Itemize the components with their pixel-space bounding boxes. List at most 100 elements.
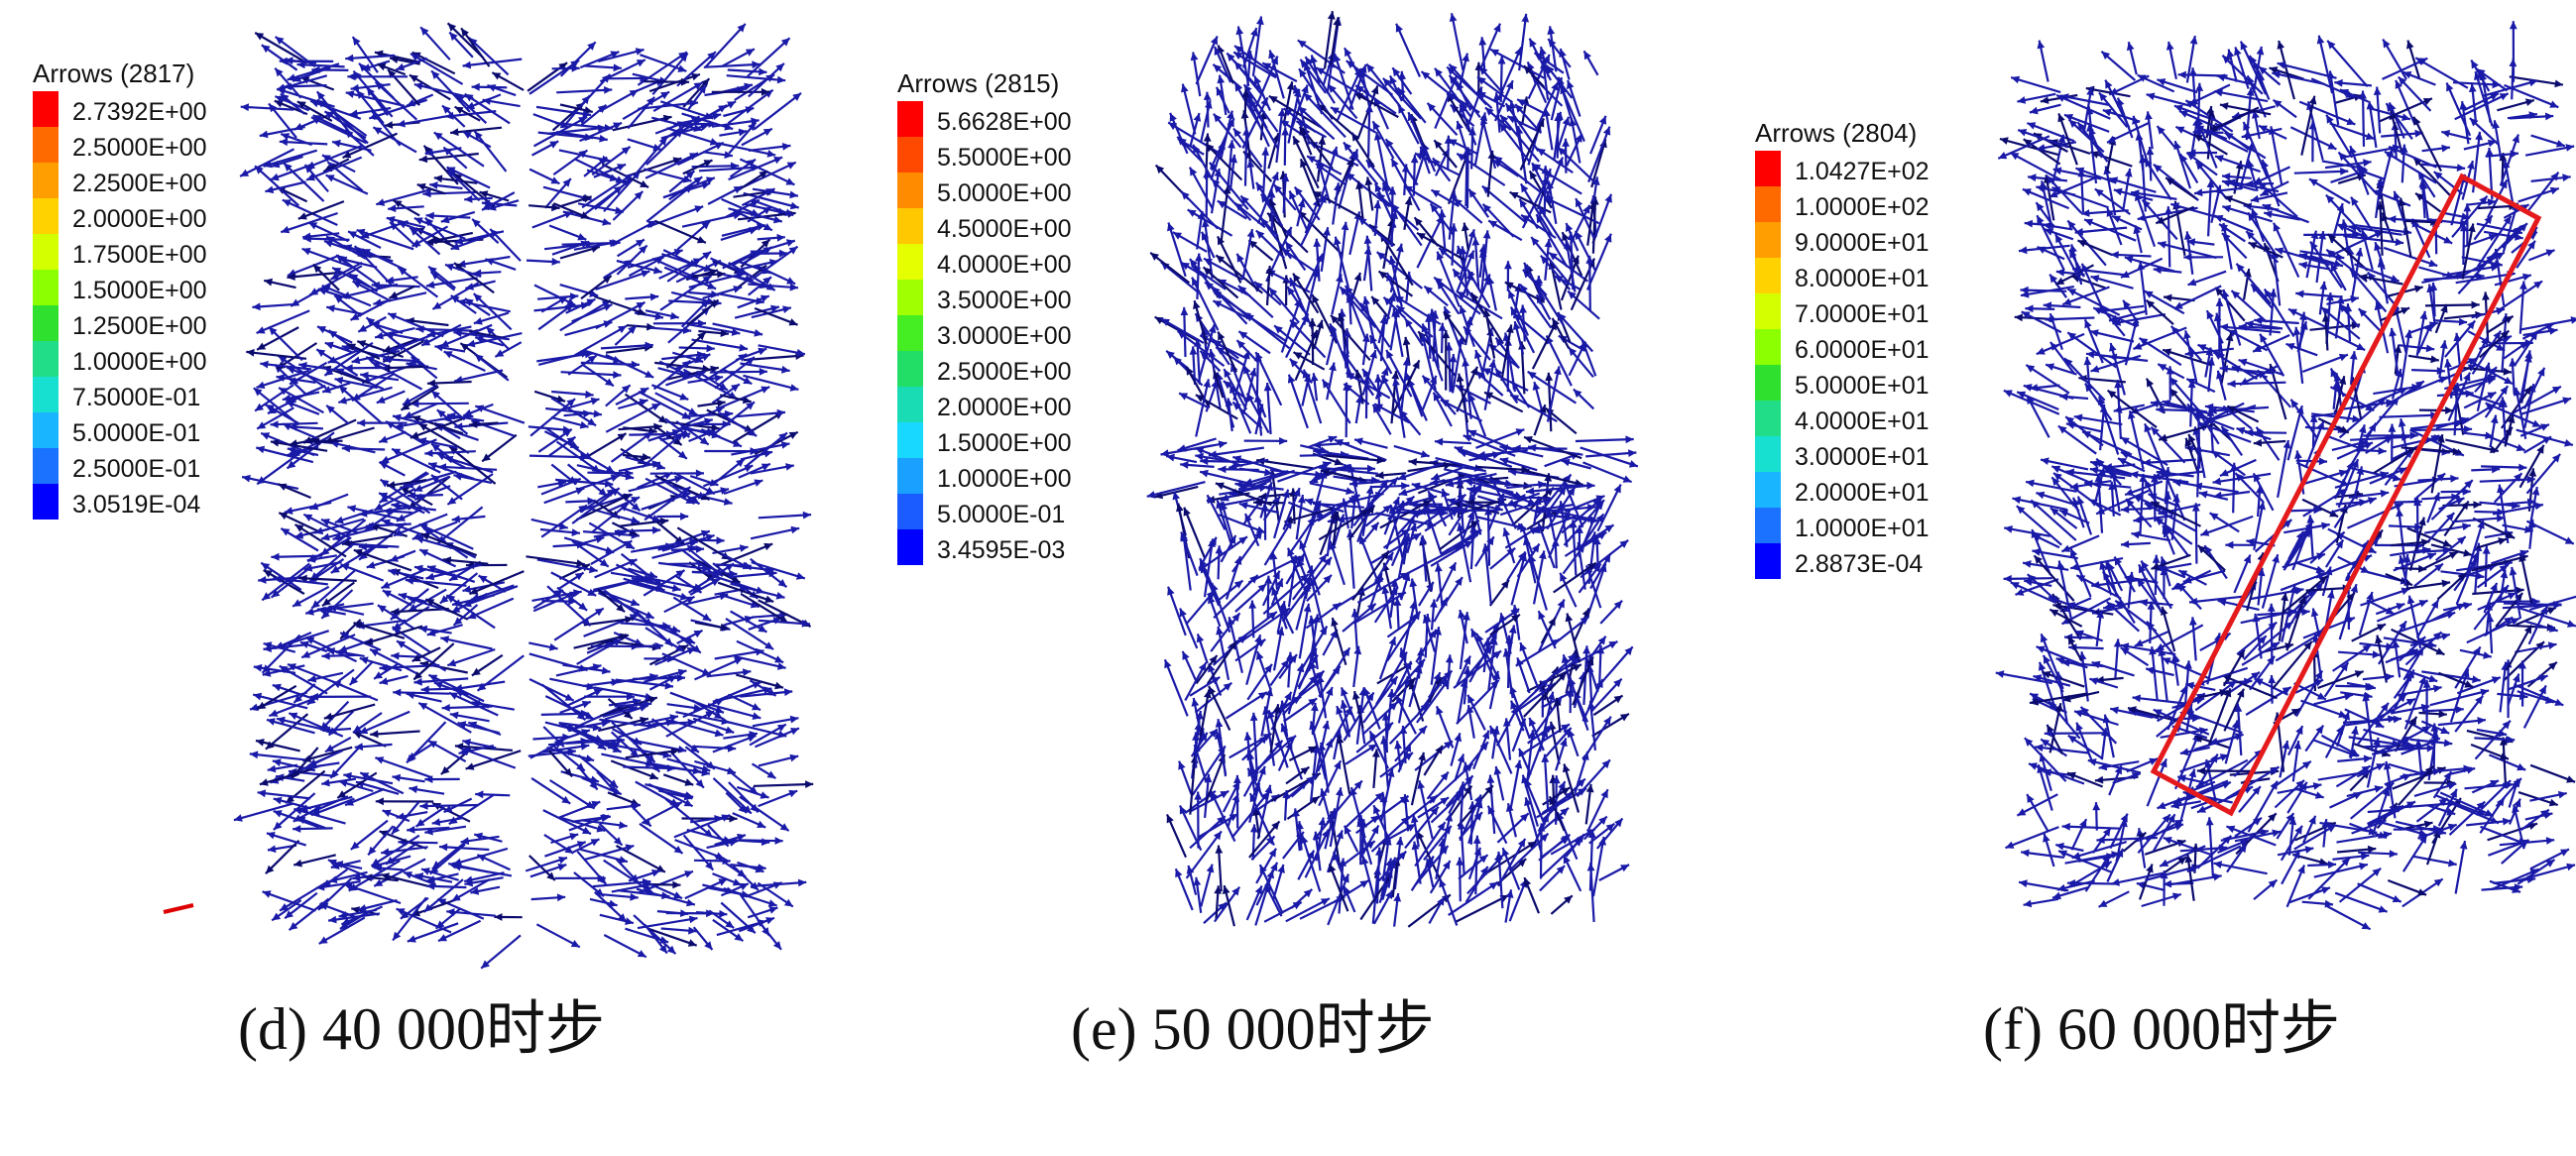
displacement-arrow (623, 765, 676, 770)
arrow-head (685, 596, 695, 604)
arrow-head (789, 201, 799, 210)
arrow-head (1453, 269, 1462, 279)
arrow-head (783, 688, 793, 697)
arrow-head (387, 481, 396, 489)
arrow-head (1581, 340, 1589, 350)
displacement-arrow (1330, 106, 1376, 134)
arrow-head (1198, 662, 1207, 672)
arrow-head (556, 893, 566, 902)
arrow-head (1300, 159, 1308, 169)
arrow-head (431, 818, 441, 826)
arrow-head (255, 403, 264, 411)
arrow-head (628, 705, 638, 713)
arrow-head (1485, 107, 1494, 116)
arrow-head (578, 116, 588, 125)
arrow-head (1540, 729, 1549, 739)
arrow-head (644, 884, 653, 893)
arrow-head (705, 176, 715, 184)
arrow-head (1268, 612, 1277, 620)
arrow-head (457, 298, 466, 307)
arrow-head (334, 516, 344, 524)
arrow-head (754, 479, 763, 487)
displacement-arrow (420, 532, 478, 557)
displacement-arrow (635, 780, 680, 807)
arrow-head (705, 487, 715, 495)
displacement-arrow (1587, 126, 1611, 183)
arrow-head (1391, 308, 1399, 317)
displacement-arrow (1333, 53, 1354, 111)
arrow-head (724, 123, 734, 131)
arrow-head (1167, 586, 1175, 596)
arrow-head (1466, 511, 1475, 520)
arrow-head (744, 82, 753, 91)
arrow-head (1585, 783, 1594, 793)
displacement-arrow (743, 354, 804, 362)
arrow-head (422, 189, 431, 198)
arrow-head (1482, 203, 1491, 213)
displacement-arrow (543, 242, 594, 251)
displacement-arrow (452, 847, 509, 866)
arrow-head (622, 178, 632, 187)
displacement-arrow (691, 338, 749, 351)
arrow-head (766, 150, 776, 158)
displacement-arrow (1237, 469, 1295, 491)
arrow-head (1628, 460, 1638, 468)
displacement-arrow (249, 752, 305, 761)
arrow-head (262, 664, 271, 673)
arrow-head (631, 497, 641, 505)
arrow-head (789, 283, 798, 291)
legend-entry: 2.0000E+00 (897, 387, 1072, 422)
arrow-head (1370, 85, 1379, 95)
arrow-head (286, 795, 294, 804)
arrow-head (625, 917, 634, 925)
arrow-head (1538, 480, 1547, 489)
displacement-arrow (323, 426, 375, 444)
displacement-arrow (1547, 372, 1553, 432)
arrow-head (759, 368, 767, 376)
arrow-head (707, 282, 717, 289)
arrow-head (675, 643, 685, 652)
displacement-arrow (1465, 147, 1469, 209)
displacement-arrow (1486, 507, 1491, 566)
displacement-arrow (430, 69, 471, 113)
arrow-head (1246, 393, 1255, 403)
arrow-head (743, 561, 752, 570)
arrow-head (1213, 113, 1222, 123)
arrow-head (310, 808, 320, 816)
arrow-head (752, 712, 761, 720)
arrow-head (1365, 104, 1373, 113)
arrow-head (682, 174, 692, 183)
arrow-head (270, 438, 280, 447)
arrow-head (1269, 551, 1278, 560)
displacement-arrow (618, 519, 669, 527)
arrow-head (1613, 695, 1623, 704)
arrow-head (1436, 706, 1444, 716)
displacement-arrow (1448, 190, 1456, 240)
arrow-head (1572, 255, 1580, 265)
arrow-head (350, 841, 360, 850)
arrow-head (569, 833, 579, 841)
arrow-head (805, 780, 814, 788)
arrow-head (279, 138, 289, 147)
arrow-head (604, 86, 613, 94)
arrow-head (359, 656, 369, 664)
displacement-arrow (581, 184, 624, 217)
arrow-head (576, 841, 586, 849)
arrow-head (612, 356, 622, 364)
legend-label: 1.0000E+00 (72, 348, 207, 376)
arrow-head (414, 872, 424, 880)
arrow-head (1456, 121, 1464, 130)
displacement-arrow (1475, 428, 1525, 449)
displacement-arrow (277, 87, 335, 108)
displacement-arrow (1199, 689, 1211, 741)
arrow-head (266, 832, 276, 840)
arrow-head (1532, 382, 1541, 391)
displacement-arrow (673, 113, 722, 126)
arrow-head (1388, 636, 1396, 646)
displacement-arrow (460, 747, 517, 769)
arrow-head (1252, 807, 1260, 816)
displacement-arrow (1287, 374, 1309, 429)
arrow-head (1572, 664, 1581, 672)
displacement-arrow (1297, 105, 1336, 141)
arrow-head (568, 597, 577, 606)
